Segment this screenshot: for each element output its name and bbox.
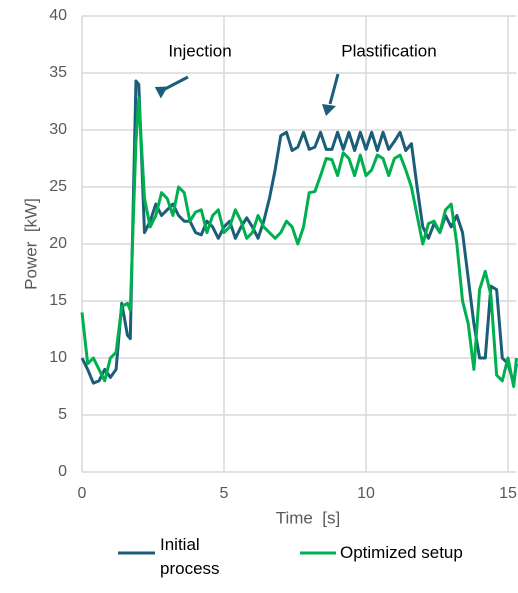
y-tick-label: 20: [49, 235, 67, 252]
series-line: [80, 79, 518, 385]
arrow-head: [322, 104, 336, 116]
y-tick-label: 0: [58, 463, 67, 480]
arrows: [154, 73, 340, 116]
x-tick-label: 5: [220, 485, 229, 502]
x-axis-label: Time [s]: [276, 508, 341, 527]
x-tick-label: 15: [499, 485, 517, 502]
y-tick-label: 10: [49, 349, 67, 366]
y-axis-label: Power [kW]: [21, 198, 40, 290]
arrow-shaft: [328, 73, 340, 105]
legend-label: Initial process: [160, 535, 220, 578]
y-tick-label: 25: [49, 178, 67, 195]
annotation: Plastification: [341, 41, 436, 60]
annotation: Injection: [168, 41, 231, 60]
arrow-head: [154, 86, 168, 99]
y-tick-label: 15: [49, 292, 67, 309]
legend-label: Optimized setup: [340, 543, 463, 562]
y-tick-label: 40: [49, 7, 67, 24]
x-tick-label: 0: [78, 485, 87, 502]
x-tick-label: 10: [357, 485, 375, 502]
y-tick-label: 5: [58, 406, 67, 423]
y-tick-label: 30: [49, 121, 67, 138]
series-line: [80, 96, 518, 388]
y-tick-label: 35: [49, 64, 67, 81]
arrow-shaft: [162, 75, 189, 92]
